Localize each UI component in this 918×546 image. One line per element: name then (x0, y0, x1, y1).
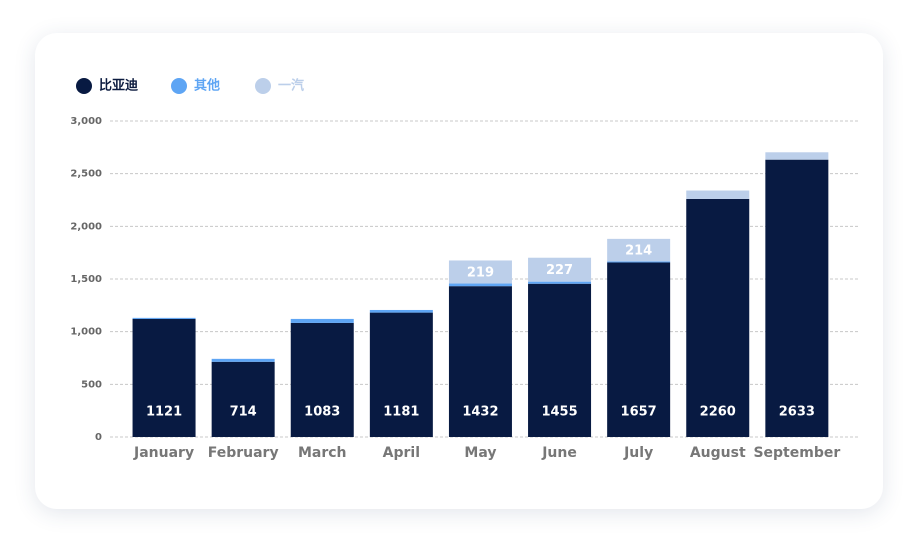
bar-segment (607, 238, 671, 262)
bar-segment (528, 283, 592, 437)
data-label: 1432 (462, 405, 498, 420)
legend-label: 比亚迪 (99, 78, 138, 94)
y-tick-label: 2,500 (70, 169, 102, 180)
bar-segment (211, 358, 275, 362)
bar-segment (765, 159, 829, 437)
bar-segment (369, 312, 433, 437)
bar-segment (448, 286, 512, 437)
x-tick-label: March (298, 445, 347, 461)
bar-segment (211, 361, 275, 437)
x-tick-label: June (541, 445, 577, 461)
bar-segment (765, 152, 829, 160)
data-label: 2260 (700, 405, 736, 420)
bar-segment (686, 198, 750, 437)
bar-segment (132, 317, 196, 319)
legend-label: 其他 (194, 78, 220, 94)
y-tick-label: 500 (81, 379, 102, 390)
data-label: 1455 (541, 405, 577, 420)
bar-segment (607, 261, 671, 263)
data-label: 1083 (304, 405, 340, 420)
bar-segment (607, 262, 671, 437)
data-label: 1657 (621, 405, 657, 420)
data-label: 1121 (146, 405, 182, 420)
legend-marker (76, 78, 92, 94)
legend-marker (255, 78, 271, 94)
x-tick-label: May (464, 445, 496, 461)
x-tick-label: August (690, 445, 746, 461)
y-tick-label: 0 (95, 432, 102, 443)
data-label: 2633 (779, 405, 815, 420)
y-tick-label: 2,000 (70, 221, 102, 232)
y-tick-label: 1,000 (70, 327, 102, 338)
bar-segment (290, 318, 354, 323)
x-tick-label: July (623, 445, 653, 461)
bar-segment (448, 283, 512, 287)
data-label: 1181 (383, 405, 419, 420)
bar-segment (528, 281, 592, 284)
bar-segment (528, 257, 592, 282)
x-tick-label: January (133, 445, 194, 461)
bar-segment (686, 190, 750, 199)
data-label: 714 (230, 405, 257, 420)
bar-segment (132, 318, 196, 437)
data-label: 214 (625, 244, 652, 259)
data-label: 227 (546, 263, 573, 278)
x-tick-label: September (753, 445, 840, 461)
y-tick-label: 3,000 (70, 116, 102, 127)
data-label: 219 (467, 265, 494, 280)
y-tick-label: 1,500 (70, 274, 102, 285)
x-tick-label: February (208, 445, 279, 461)
legend-label: 一汽 (278, 78, 304, 94)
bar-segment (369, 309, 433, 313)
legend-marker (171, 78, 187, 94)
bar-segment (290, 322, 354, 437)
x-tick-label: April (383, 445, 420, 461)
bar-segment (448, 260, 512, 284)
